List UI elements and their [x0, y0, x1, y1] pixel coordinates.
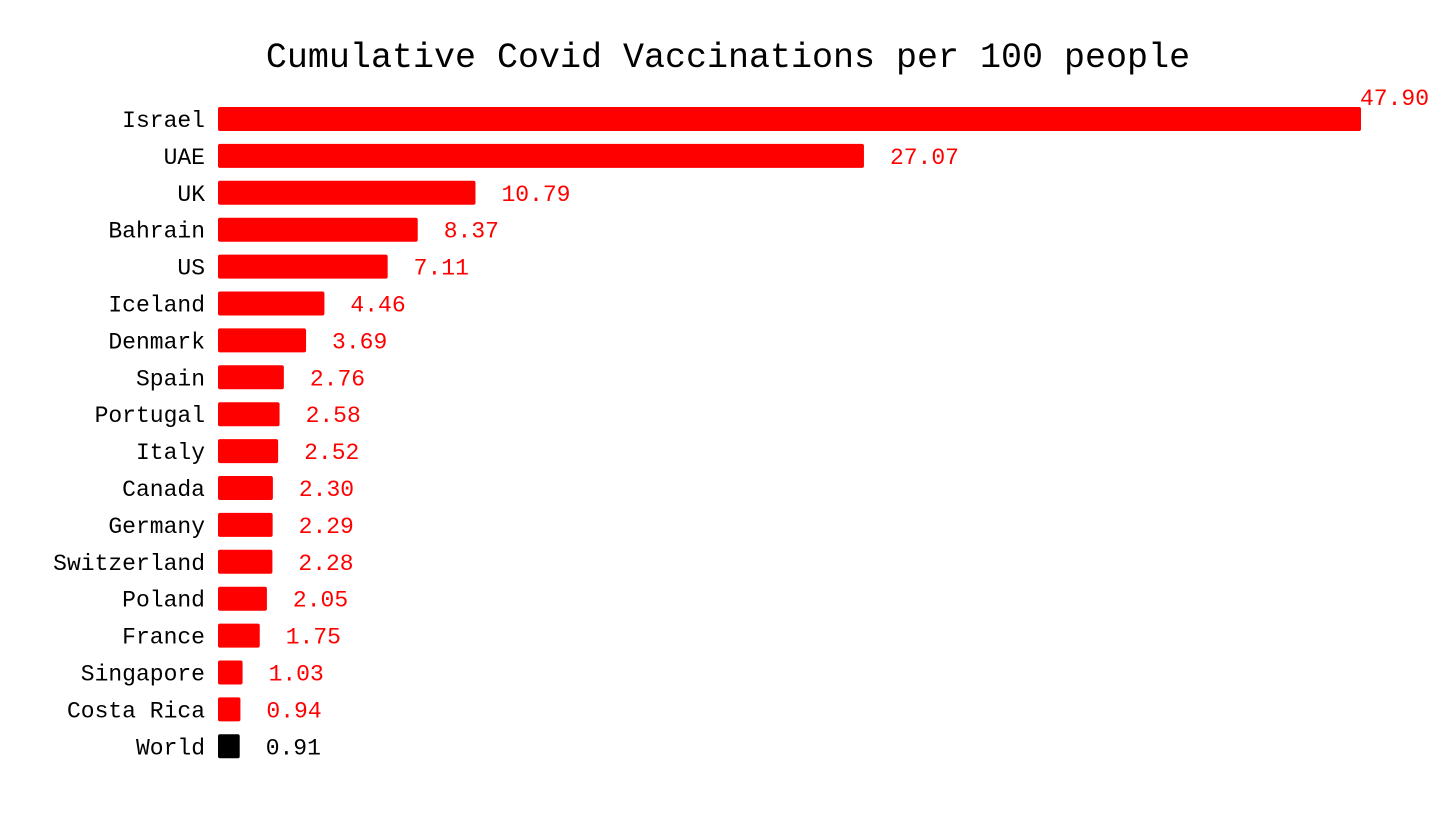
category-label: Bahrain [108, 219, 205, 245]
value-label: 10.79 [501, 182, 570, 208]
value-label: 0.94 [266, 698, 321, 724]
category-label: Spain [136, 366, 205, 392]
category-label: Portugal [95, 403, 205, 429]
bar [218, 328, 307, 353]
bar [218, 623, 260, 648]
category-label: Iceland [108, 293, 205, 319]
category-label: Israel [122, 108, 205, 134]
value-label: 1.75 [286, 625, 341, 651]
bar [218, 217, 418, 242]
value-label: 8.37 [444, 219, 499, 245]
category-label: Germany [108, 514, 205, 540]
category-label: Italy [136, 440, 205, 466]
value-label: 47.90 [1360, 86, 1429, 112]
value-label: 2.58 [306, 403, 361, 429]
value-label: 7.11 [414, 256, 469, 282]
bar [218, 512, 273, 537]
value-label: 2.29 [299, 514, 354, 540]
bar [218, 476, 273, 500]
bar [218, 107, 1361, 131]
bar [218, 402, 280, 427]
category-label: Poland [122, 588, 205, 614]
bar [218, 180, 476, 205]
bar [218, 697, 241, 722]
category-label: World [136, 735, 205, 761]
value-label: 2.52 [304, 440, 359, 466]
bar [218, 549, 273, 574]
bars-group: Israel 47.90 UAE 27.07 UK 10.79 Bahrain 8.37 US 7… [53, 86, 1429, 761]
value-label: 4.46 [350, 293, 405, 319]
category-label: Canada [122, 477, 205, 503]
category-label: UAE [164, 145, 205, 171]
value-label: 2.05 [293, 588, 348, 614]
value-label: 0.91 [266, 735, 321, 761]
category-label: Denmark [108, 329, 205, 355]
bar [218, 291, 325, 316]
bar [218, 254, 388, 279]
category-label: UK [177, 182, 205, 208]
value-label: 1.03 [269, 662, 324, 688]
value-label: 27.07 [890, 145, 959, 171]
bar [218, 660, 243, 685]
category-label: France [122, 625, 205, 651]
chart-title: Cumulative Covid Vaccinations per 100 pe… [266, 38, 1190, 78]
value-label: 2.28 [298, 551, 353, 577]
bar [218, 143, 864, 168]
bar [218, 734, 240, 759]
value-label: 2.76 [310, 366, 365, 392]
category-label: Singapore [81, 662, 205, 688]
bar [218, 586, 267, 611]
bar [218, 439, 279, 464]
value-label: 3.69 [332, 329, 387, 355]
value-label: 2.30 [299, 477, 354, 503]
bar [218, 365, 284, 390]
category-label: Switzerland [53, 551, 205, 577]
category-label: US [177, 256, 205, 282]
category-label: Costa Rica [67, 698, 205, 724]
